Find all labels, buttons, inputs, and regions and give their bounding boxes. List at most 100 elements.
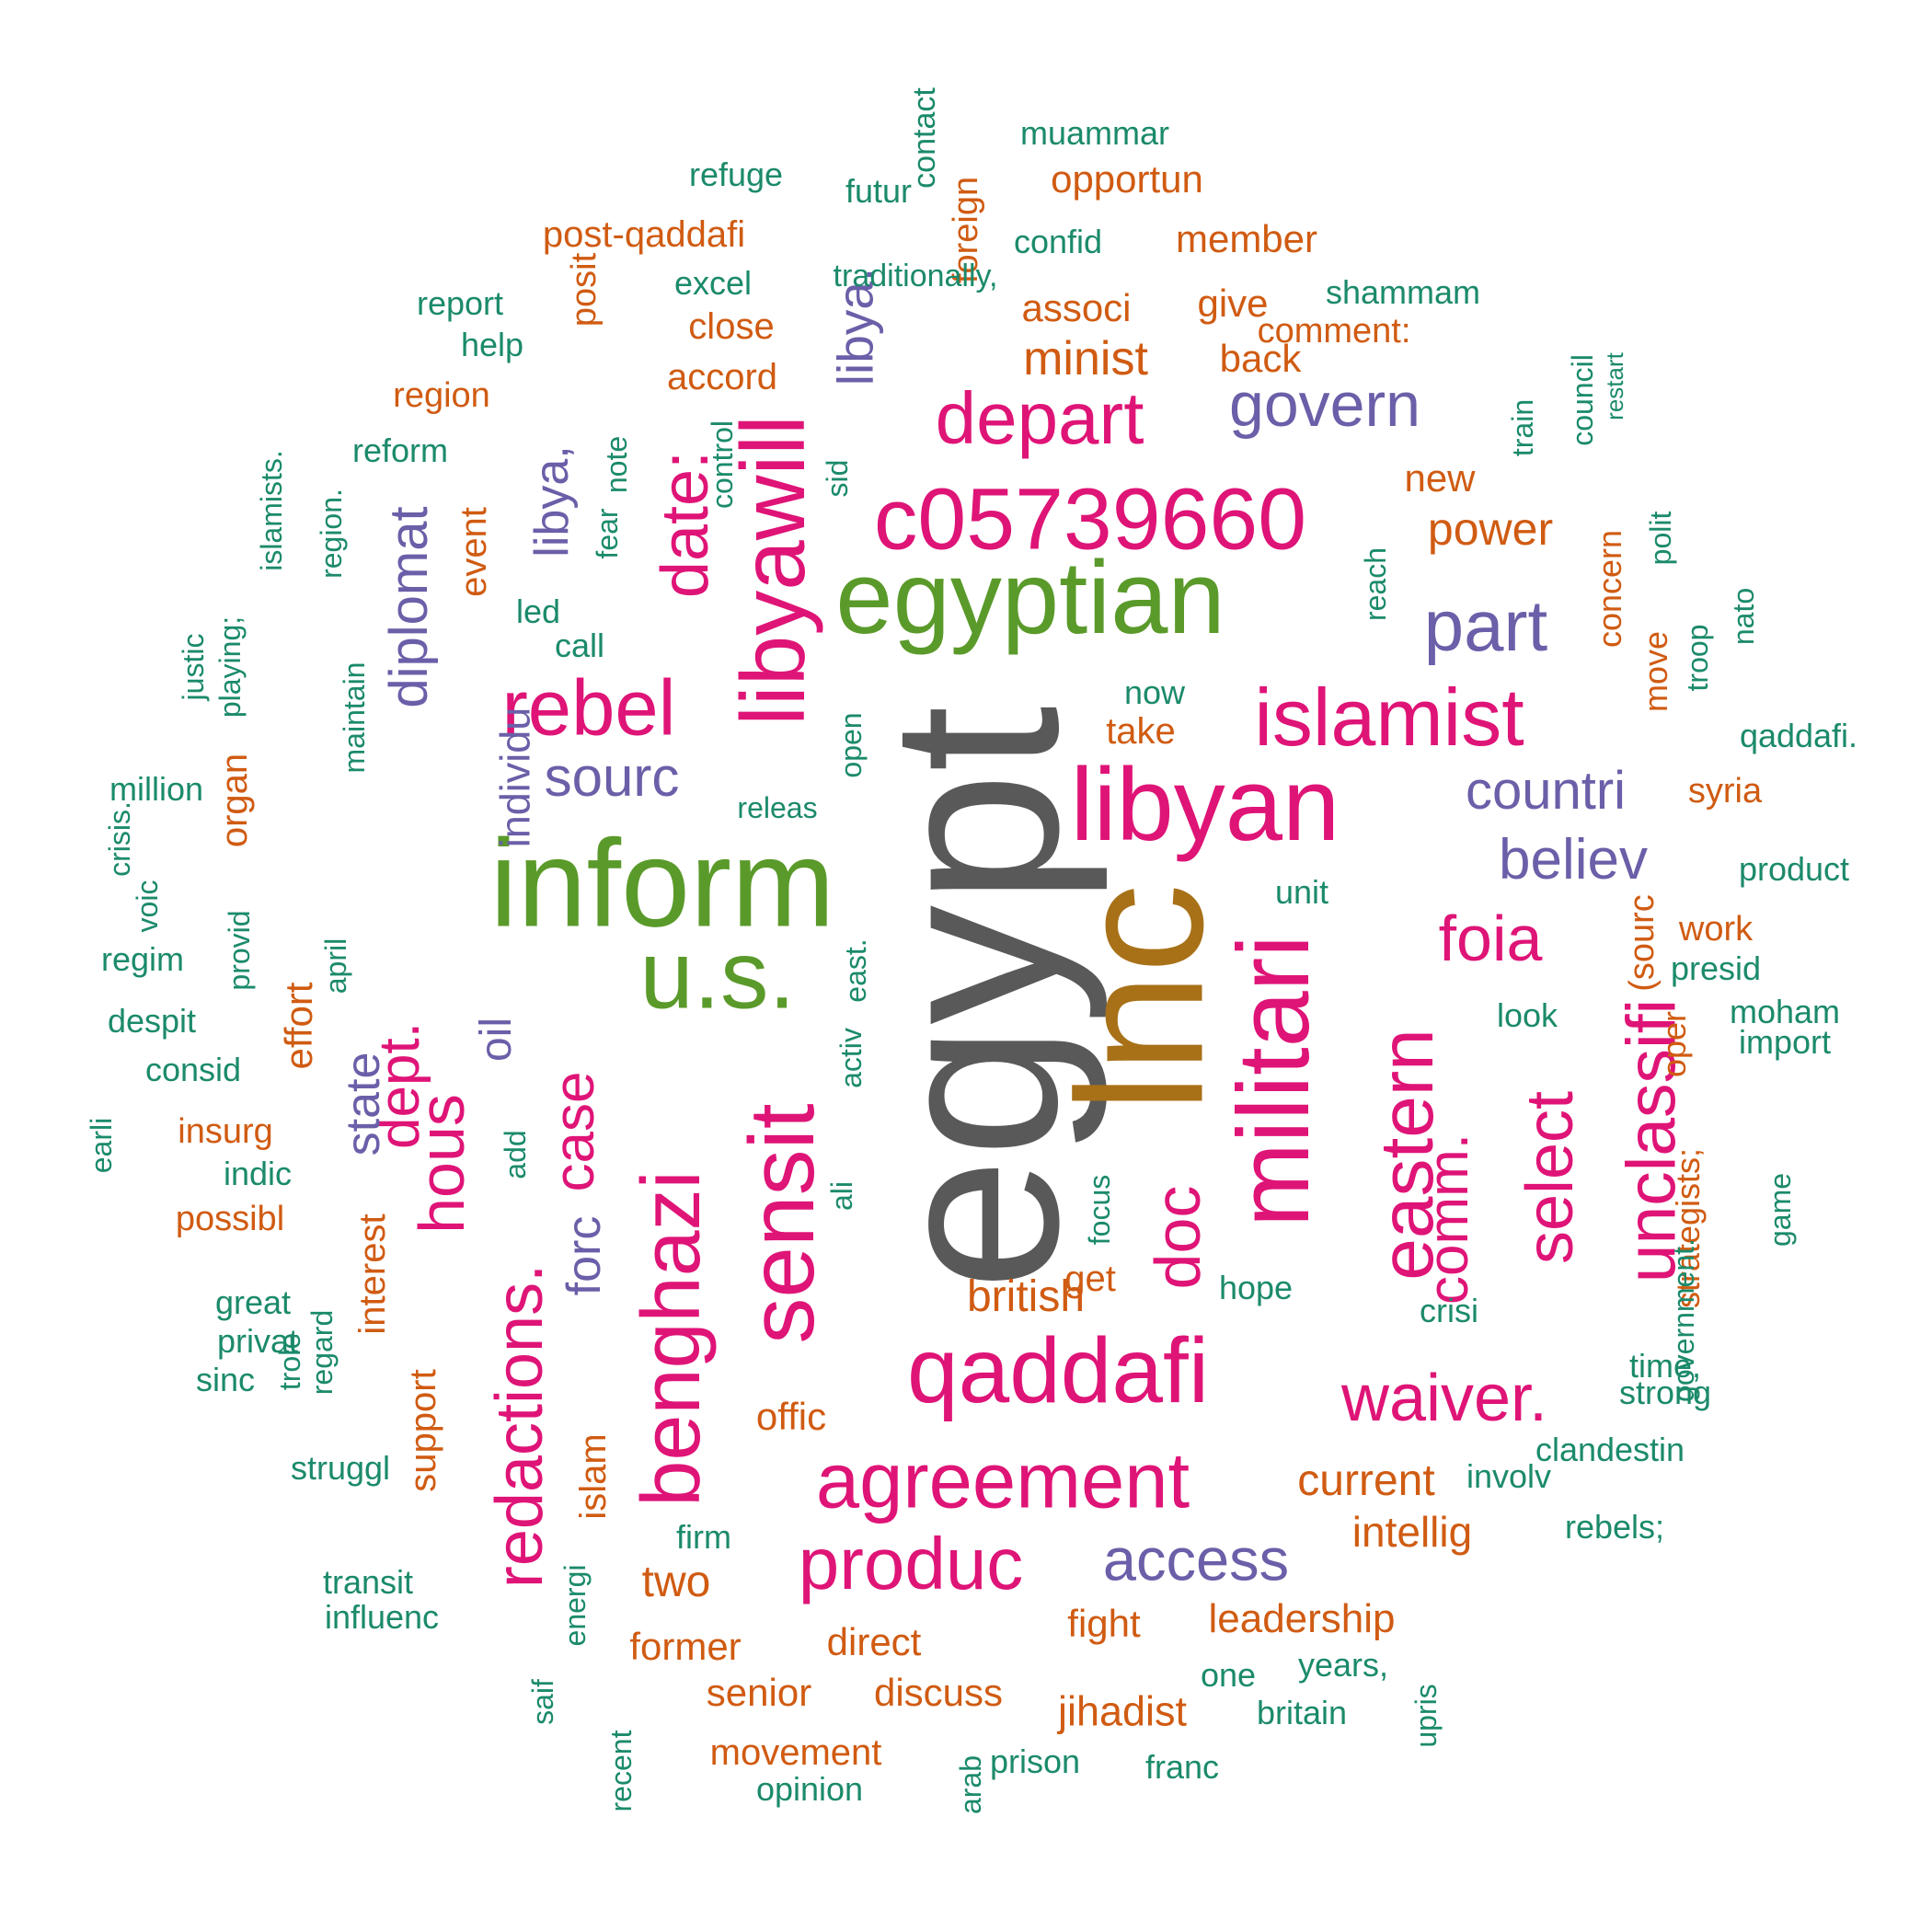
word-years: years, [1297, 1646, 1389, 1684]
word-recent: recent [604, 1730, 638, 1812]
word-islam: islam [573, 1433, 614, 1520]
word-crisi: crisi [1420, 1292, 1478, 1329]
word-prison: prison [989, 1742, 1081, 1780]
word-activ: activ [834, 1028, 868, 1088]
word-posit: posit [565, 252, 604, 328]
word-train: train [1506, 398, 1539, 457]
word-get: get [1064, 1259, 1116, 1299]
word-import: import [1738, 1023, 1832, 1061]
word-govern: govern [1229, 370, 1420, 440]
word-qaddafi: qaddafi [906, 1319, 1210, 1422]
word-game: game [1764, 1172, 1797, 1248]
word-despit: despit [107, 1002, 197, 1040]
word-sourc: (sourc [1623, 894, 1662, 992]
word-interest: interest [352, 1213, 393, 1335]
word-lnc: lnc [1040, 883, 1241, 1113]
word-two: two [641, 1558, 711, 1606]
word-britain: britain [1256, 1694, 1348, 1731]
word-energi: energi [558, 1564, 592, 1647]
word-senior: senior [706, 1671, 812, 1714]
word-indic: indic [223, 1155, 293, 1192]
word-part: part [1423, 585, 1548, 666]
word-discuss: discuss [873, 1671, 1004, 1714]
word-regard: regard [305, 1309, 339, 1396]
word-agreement: agreement [815, 1437, 1190, 1525]
word-opinion: opinion [755, 1770, 864, 1808]
word-back: back [1219, 337, 1302, 380]
word-doc: doc [1142, 1185, 1213, 1290]
word-confid: confid [1013, 223, 1103, 260]
word-inform: inform [489, 813, 835, 953]
word-u-s: u.s. [639, 921, 796, 1029]
word-product: product [1738, 850, 1850, 888]
word-work: work [1678, 910, 1754, 949]
word-concern: concern [1591, 529, 1628, 649]
word-justic: justic [177, 633, 210, 701]
word-sourc: sourc [544, 746, 680, 808]
word-libyawill: libyawill [722, 415, 823, 726]
word-earli: earli [85, 1117, 118, 1174]
word-futur: futur [845, 172, 913, 210]
word-east: east. [839, 938, 872, 1003]
word-one: one [1200, 1656, 1257, 1694]
word-countri: countri [1465, 761, 1627, 821]
word-reform: reform [351, 431, 449, 469]
word-involv: involv [1466, 1457, 1552, 1495]
word-report: report [416, 284, 504, 322]
word-egyptian: egyptian [835, 540, 1225, 655]
word-million: million [109, 770, 204, 808]
word-support: support [403, 1369, 443, 1492]
word-insurg: insurg [178, 1112, 273, 1151]
word-great: great [214, 1283, 292, 1321]
word-franc: franc [1144, 1748, 1220, 1786]
word-polit: polit [1644, 511, 1677, 566]
word-c05739660: c05739660 [873, 470, 1307, 569]
word-releas: releas [737, 791, 818, 824]
word-muammar: muammar [1019, 114, 1170, 152]
word-region: region. [315, 489, 348, 579]
word-move: move [1637, 630, 1674, 713]
word-member: member [1175, 217, 1318, 260]
word-restart: restart [1601, 352, 1628, 420]
word-moham: moham [1729, 993, 1841, 1030]
word-crisis: crisis. [103, 801, 136, 877]
word-influenc: influenc [324, 1598, 440, 1636]
word-post-qaddafi: post-qaddafi [542, 214, 746, 255]
word-accord: accord [666, 357, 778, 397]
word-strong: strong [1618, 1374, 1712, 1411]
word-produc: produc [798, 1523, 1024, 1604]
word-sid: sid [821, 459, 854, 498]
word-organ: organ [214, 753, 255, 848]
word-clandestin: clandestin [1535, 1431, 1685, 1468]
word-syria: syria [1687, 772, 1763, 811]
word-british: british [966, 1272, 1086, 1321]
word-individu: individu [491, 707, 539, 848]
word-islamists: islamists. [255, 450, 288, 571]
word-consid: consid [144, 1051, 242, 1088]
word-traditionally: traditionally, [833, 259, 998, 293]
word-add: add [499, 1130, 532, 1179]
word-jihadist: jihadist [1057, 1687, 1188, 1735]
word-event: event [454, 507, 494, 597]
word-close: close [688, 306, 775, 347]
word-led: led [515, 592, 561, 630]
word-militari: militari [1217, 935, 1330, 1227]
word-reach: reach [1359, 546, 1392, 622]
word-movement: movement [709, 1732, 882, 1773]
word-fear: fear [591, 508, 624, 559]
word-call: call [554, 627, 605, 664]
word-hope: hope [1218, 1269, 1294, 1306]
word-access: access [1102, 1525, 1290, 1593]
word-former: former [629, 1625, 742, 1668]
word-time: time, [1628, 1347, 1702, 1385]
word-control: control [706, 420, 739, 510]
word-help: help [460, 326, 524, 363]
word-new: new [1404, 456, 1476, 500]
word-saif: saif [526, 1679, 559, 1725]
word-minist: minist [1023, 332, 1148, 385]
word-region: region [393, 376, 490, 415]
word-firm: firm [676, 1518, 731, 1556]
word-possibl: possibl [175, 1200, 285, 1238]
word-ali: ali [825, 1180, 858, 1212]
word-libya: libya, [525, 445, 579, 558]
